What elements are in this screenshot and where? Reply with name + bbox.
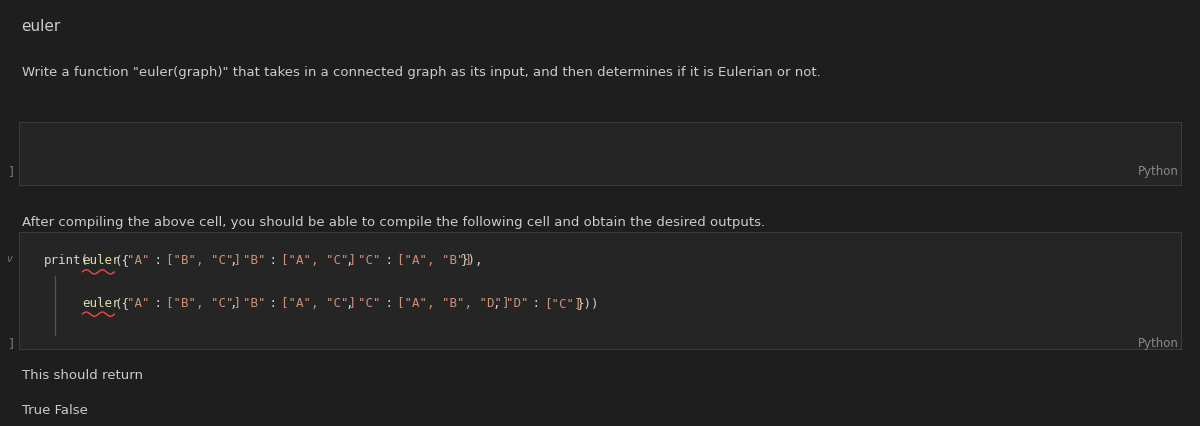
Text: :: :: [526, 296, 547, 309]
Text: :: :: [146, 296, 169, 309]
Text: ["B", "C"]: ["B", "C"]: [166, 296, 241, 309]
Text: "B": "B": [242, 296, 265, 309]
Text: ["A", "B", "D"]: ["A", "B", "D"]: [397, 296, 509, 309]
Text: ({: ({: [114, 254, 130, 267]
Text: "C": "C": [359, 254, 380, 267]
Text: ["A", "C"]: ["A", "C"]: [281, 296, 356, 309]
Text: ,: ,: [346, 296, 360, 309]
Text: })): })): [577, 296, 599, 309]
Text: v: v: [6, 253, 12, 263]
Text: ]: ]: [8, 336, 16, 349]
Text: ["B", "C"]: ["B", "C"]: [166, 254, 241, 267]
Text: euler: euler: [83, 296, 120, 309]
Text: :: :: [262, 254, 284, 267]
Text: True False: True False: [22, 403, 88, 415]
Text: :: :: [262, 296, 284, 309]
Text: ,: ,: [493, 296, 509, 309]
Text: This should return: This should return: [22, 368, 143, 381]
Text: print(: print(: [43, 254, 89, 267]
Text: ]: ]: [8, 165, 16, 178]
Text: ["C"]: ["C"]: [545, 296, 582, 309]
Text: :: :: [378, 254, 400, 267]
Text: ["A", "B"]: ["A", "B"]: [397, 254, 472, 267]
FancyBboxPatch shape: [19, 232, 1181, 349]
Text: "D": "D": [506, 296, 528, 309]
Text: Python: Python: [1138, 165, 1178, 178]
Text: euler: euler: [83, 254, 120, 267]
Text: "A": "A": [127, 254, 150, 267]
FancyBboxPatch shape: [19, 122, 1181, 185]
Text: :: :: [146, 254, 169, 267]
Text: "A": "A": [127, 296, 150, 309]
Text: ["A", "C"]: ["A", "C"]: [281, 254, 356, 267]
Text: euler: euler: [22, 19, 61, 34]
Text: Python: Python: [1138, 336, 1178, 349]
Text: ,: ,: [230, 254, 245, 267]
Text: ,: ,: [346, 254, 360, 267]
Text: :: :: [378, 296, 400, 309]
Text: "C": "C": [359, 296, 380, 309]
Text: "B": "B": [242, 254, 265, 267]
Text: ,: ,: [230, 296, 245, 309]
Text: }),: }),: [461, 254, 484, 267]
Text: ({: ({: [114, 296, 130, 309]
Text: Write a function "euler(graph)" that takes in a connected graph as its input, an: Write a function "euler(graph)" that tak…: [22, 66, 821, 79]
Text: After compiling the above cell, you should be able to compile the following cell: After compiling the above cell, you shou…: [22, 215, 764, 228]
